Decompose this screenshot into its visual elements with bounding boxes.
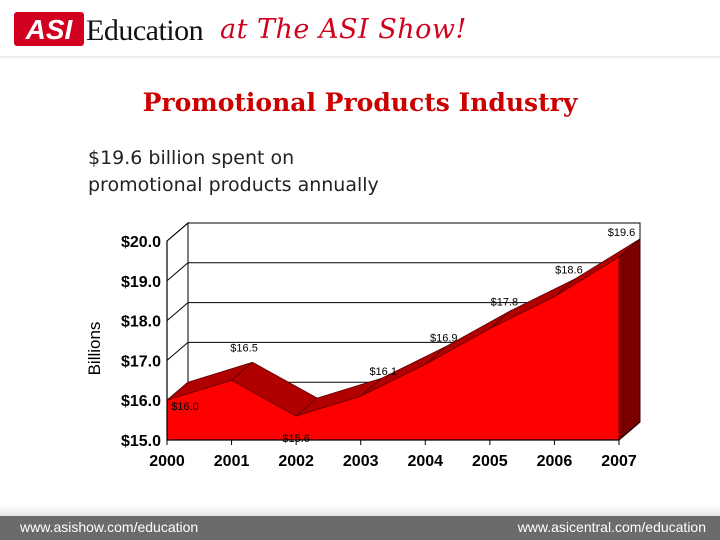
- chart-axes: [166, 241, 641, 445]
- data-label: $16.1: [369, 366, 397, 378]
- y-tick-label: $19.0: [121, 274, 161, 291]
- gridline: [166, 222, 640, 242]
- data-label: $15.6: [282, 433, 310, 445]
- subtitle-line-2: promotional products annually: [88, 174, 379, 196]
- brand-education: Education: [86, 14, 204, 47]
- footer-link-left[interactable]: www.asishow.com/education: [20, 519, 199, 535]
- x-tick-label: 2006: [537, 453, 573, 470]
- x-tick-label: 2000: [149, 453, 185, 470]
- footer-link-right[interactable]: www.asicentral.com/education: [517, 519, 706, 535]
- y-tick-label: $20.0: [121, 234, 161, 251]
- x-tick-label: 2005: [472, 453, 508, 470]
- brand-tagline: at The ASI Show!: [220, 14, 467, 45]
- logo-text: ASI: [25, 14, 74, 45]
- gridline: [166, 302, 640, 321]
- x-tick-label: 2002: [278, 453, 314, 470]
- data-label: $19.6: [608, 227, 636, 239]
- asi-logo: ASI: [14, 12, 84, 46]
- chart-area-series: [166, 238, 641, 441]
- x-tick-label: 2004: [407, 453, 443, 470]
- header-bar: ASI Education at The ASI Show!: [0, 0, 720, 62]
- chart-labels: $15.0 $16.0 $17.0 $18.0 $19.0 $20.0 2000 2001 20…: [85, 227, 637, 470]
- header-divider: [0, 56, 720, 59]
- data-label: $16.9: [430, 332, 458, 344]
- area-side-face: [618, 238, 641, 441]
- data-label: $18.6: [555, 265, 583, 277]
- x-tick-label: 2007: [601, 453, 637, 470]
- y-axis-title: Billions: [85, 322, 104, 376]
- subtitle-line-1: $19.6 billion spent on: [88, 147, 295, 169]
- footer-bar: [0, 516, 720, 540]
- y-tick-label: $18.0: [121, 314, 161, 331]
- x-tick-label: 2001: [214, 453, 250, 470]
- data-label: $17.8: [491, 297, 519, 309]
- y-tick-label: $17.0: [121, 353, 161, 370]
- slide-title: Promotional Products Industry: [142, 88, 578, 117]
- gridline: [166, 262, 640, 282]
- y-tick-label: $15.0: [121, 433, 161, 450]
- floor-edge: [618, 421, 641, 441]
- data-label: $16.0: [171, 401, 199, 413]
- area-front-face: [166, 256, 620, 441]
- footer-shadow: [0, 505, 720, 516]
- y-tick-label: $16.0: [121, 393, 161, 410]
- x-tick-label: 2003: [343, 453, 379, 470]
- slide-subtitle: $19.6 billion spent on promotional produ…: [88, 145, 508, 199]
- data-label: $16.5: [230, 342, 258, 354]
